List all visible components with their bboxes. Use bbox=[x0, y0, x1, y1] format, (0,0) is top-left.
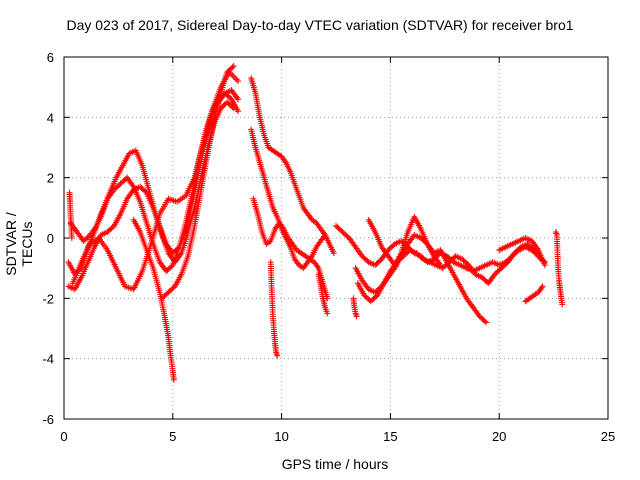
x-tick-label: 20 bbox=[492, 429, 506, 444]
data-point bbox=[229, 72, 236, 79]
data-points bbox=[65, 63, 566, 383]
data-point bbox=[533, 290, 540, 297]
data-point bbox=[235, 96, 242, 103]
data-point bbox=[311, 218, 318, 225]
data-point bbox=[273, 351, 280, 358]
y-tick-label: 6 bbox=[47, 50, 54, 65]
x-tick-label: 15 bbox=[383, 429, 397, 444]
data-point bbox=[330, 250, 337, 257]
data-point bbox=[175, 245, 182, 252]
data-point bbox=[539, 283, 546, 290]
data-point bbox=[274, 352, 281, 359]
axis-ticks: 0 5 10 15 20 25 -6 -4 -2 0 2 4 6 bbox=[42, 50, 615, 444]
chart-title: Day 023 of 2017, Sidereal Day-to-day VTE… bbox=[66, 17, 574, 33]
x-tick-label: 5 bbox=[169, 429, 176, 444]
x-tick-label: 25 bbox=[601, 429, 615, 444]
series-track-6 bbox=[158, 63, 237, 302]
data-point bbox=[353, 311, 360, 318]
data-point bbox=[552, 228, 559, 235]
grid bbox=[64, 57, 608, 419]
data-point bbox=[309, 258, 316, 265]
data-point bbox=[277, 152, 284, 159]
y-tick-label: 0 bbox=[47, 231, 54, 246]
series-track-8 bbox=[248, 126, 329, 272]
data-point bbox=[541, 262, 548, 269]
data-point bbox=[235, 108, 242, 115]
data-point bbox=[483, 319, 490, 326]
data-point bbox=[266, 239, 273, 246]
y-tick-label: -4 bbox=[42, 352, 54, 367]
data-point bbox=[353, 313, 360, 320]
y-tick-label: 2 bbox=[47, 171, 54, 186]
series-track-4 bbox=[69, 69, 242, 293]
data-point bbox=[230, 63, 237, 70]
y-tick-label: -6 bbox=[42, 412, 54, 427]
data-point bbox=[437, 262, 444, 269]
data-point bbox=[324, 310, 331, 317]
data-point bbox=[229, 104, 236, 111]
series-track-7 bbox=[248, 75, 337, 257]
series-track-12 bbox=[352, 231, 490, 326]
series-track-18 bbox=[66, 189, 75, 241]
series-track-5 bbox=[130, 216, 177, 383]
series-track-14 bbox=[365, 213, 444, 269]
data-point bbox=[322, 231, 329, 238]
y-tick-label: 4 bbox=[47, 110, 54, 125]
data-point bbox=[235, 78, 242, 85]
data-point bbox=[481, 318, 488, 325]
series-track-15 bbox=[496, 235, 548, 269]
y-tick-label: -2 bbox=[42, 291, 54, 306]
series-track-10 bbox=[267, 259, 281, 359]
data-point bbox=[230, 105, 237, 112]
x-tick-label: 0 bbox=[60, 429, 67, 444]
series-track-19 bbox=[315, 271, 331, 317]
series-track-20 bbox=[350, 295, 360, 320]
series-track-16 bbox=[522, 283, 546, 305]
data-point bbox=[168, 263, 175, 270]
series-track-17 bbox=[552, 228, 566, 308]
data-point bbox=[553, 230, 560, 237]
data-point bbox=[232, 75, 239, 82]
data-point bbox=[559, 301, 566, 308]
data-point bbox=[233, 76, 240, 83]
y-axis-label: SDTVAR / TECUs bbox=[3, 212, 35, 276]
data-point bbox=[170, 376, 177, 383]
x-tick-label: 10 bbox=[274, 429, 288, 444]
series-track-13 bbox=[354, 241, 544, 305]
data-point bbox=[298, 264, 305, 271]
data-point bbox=[230, 73, 237, 80]
data-point bbox=[229, 64, 236, 71]
x-axis-label: GPS time / hours bbox=[281, 456, 389, 472]
